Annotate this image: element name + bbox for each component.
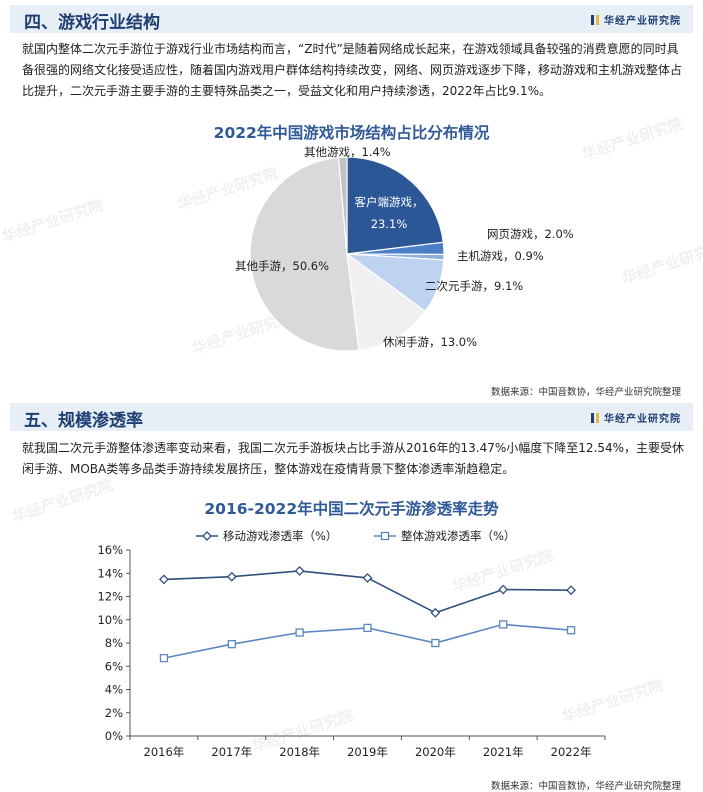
data-point (498, 584, 509, 595)
y-tick-label: 16% (97, 543, 123, 557)
slice-label: 其他手游，50.6% (235, 259, 329, 273)
data-point (363, 623, 372, 633)
logo-icon (596, 413, 599, 423)
slice-label: 客户端游戏， (355, 195, 424, 209)
data-point (499, 620, 508, 629)
brand-logo: 华经产业研究院 (591, 12, 681, 27)
slice-label: 主机游戏，0.9% (457, 249, 544, 263)
data-point (566, 626, 576, 635)
y-tick-label: 12% (97, 590, 123, 604)
data-point (431, 638, 440, 648)
data-point (430, 607, 441, 618)
pie-chart-title: 2022年中国游戏市场结构占比分布情况 (213, 124, 490, 142)
pie-slice (249, 156, 360, 352)
slice-label: 网页游戏，2.0% (487, 227, 574, 241)
data-source: 数据来源：中国音数协，华经产业研究院整理 (490, 387, 681, 398)
line-chart: 0% 2% 4% 6% 8% 10% 12% 14% 16% 2016年 2017年 2018年 201… (97, 529, 606, 759)
y-tick-label: 6% (105, 659, 123, 673)
x-tick-label: 2017年 (211, 745, 252, 759)
section-title: 五、规模渗透率 (24, 411, 143, 431)
y-tick-label: 4% (105, 683, 123, 697)
y-tick-label: 0% (105, 729, 123, 743)
x-tick-label: 2018年 (279, 745, 320, 759)
pie-slice (346, 252, 427, 351)
data-point (362, 572, 373, 583)
data-point (159, 574, 169, 585)
logo-icon (591, 413, 594, 423)
brand-name: 华经产业研究院 (604, 414, 681, 425)
legend-marker (380, 531, 390, 541)
slice-label: 二次元手游，9.1% (425, 279, 523, 293)
section-header-4: 四、游戏行业结构 华经产业研究院 (10, 5, 693, 33)
legend-marker (202, 531, 212, 541)
x-tick-label: 2019年 (347, 745, 388, 759)
brand-logo: 华经产业研究院 (591, 410, 681, 425)
line-chart-title: 2016-2022年中国二次元手游渗透率走势 (204, 500, 499, 518)
x-tick-label: 2022年 (551, 745, 592, 759)
data-point (566, 585, 576, 596)
section-paragraph: 就我国二次元手游整体渗透率变动来看，我国二次元手游板块占比手游从2016年的13… (22, 441, 685, 476)
brand-name: 华经产业研究院 (604, 16, 681, 27)
x-tick-label: 2021年 (483, 745, 524, 759)
section-title: 四、游戏行业结构 (24, 13, 160, 33)
legend-label: 整体游戏渗透率（%） (401, 529, 515, 543)
y-tick-label: 2% (105, 706, 123, 720)
slice-value-label: 23.1% (371, 217, 408, 231)
slice-label: 休闲手游，13.0% (383, 335, 477, 349)
logo-icon (596, 15, 599, 25)
x-tick-label: 2016年 (144, 745, 185, 759)
section-header-5: 五、规模渗透率 华经产业研究院 (10, 403, 693, 431)
x-tick-label: 2020年 (415, 745, 456, 759)
data-point (159, 653, 169, 663)
legend-label: 移动游戏渗透率（%） (223, 529, 337, 543)
logo-icon (591, 15, 594, 25)
slice-label: 其他游戏，1.4% (304, 145, 391, 159)
data-point (227, 640, 236, 649)
y-tick-label: 10% (97, 613, 123, 627)
y-tick-label: 8% (105, 636, 123, 650)
data-source: 数据来源：中国音数协，华经产业研究院整理 (490, 781, 681, 792)
data-point (295, 628, 304, 637)
pie-slice (337, 156, 348, 255)
pie-chart: 客户端游戏， 23.1% 网页游戏，2.0% 主机游戏，0.9% 二次元手游，9.1% 休… (235, 145, 574, 352)
data-point (226, 571, 237, 582)
y-tick-label: 14% (97, 566, 123, 580)
data-point (294, 566, 305, 576)
pie-slice (346, 156, 444, 255)
section-paragraph: 就国内整体二次元手游位于游戏行业市场结构而言，“Z时代”是随着网络成长起来，在游… (22, 42, 683, 98)
